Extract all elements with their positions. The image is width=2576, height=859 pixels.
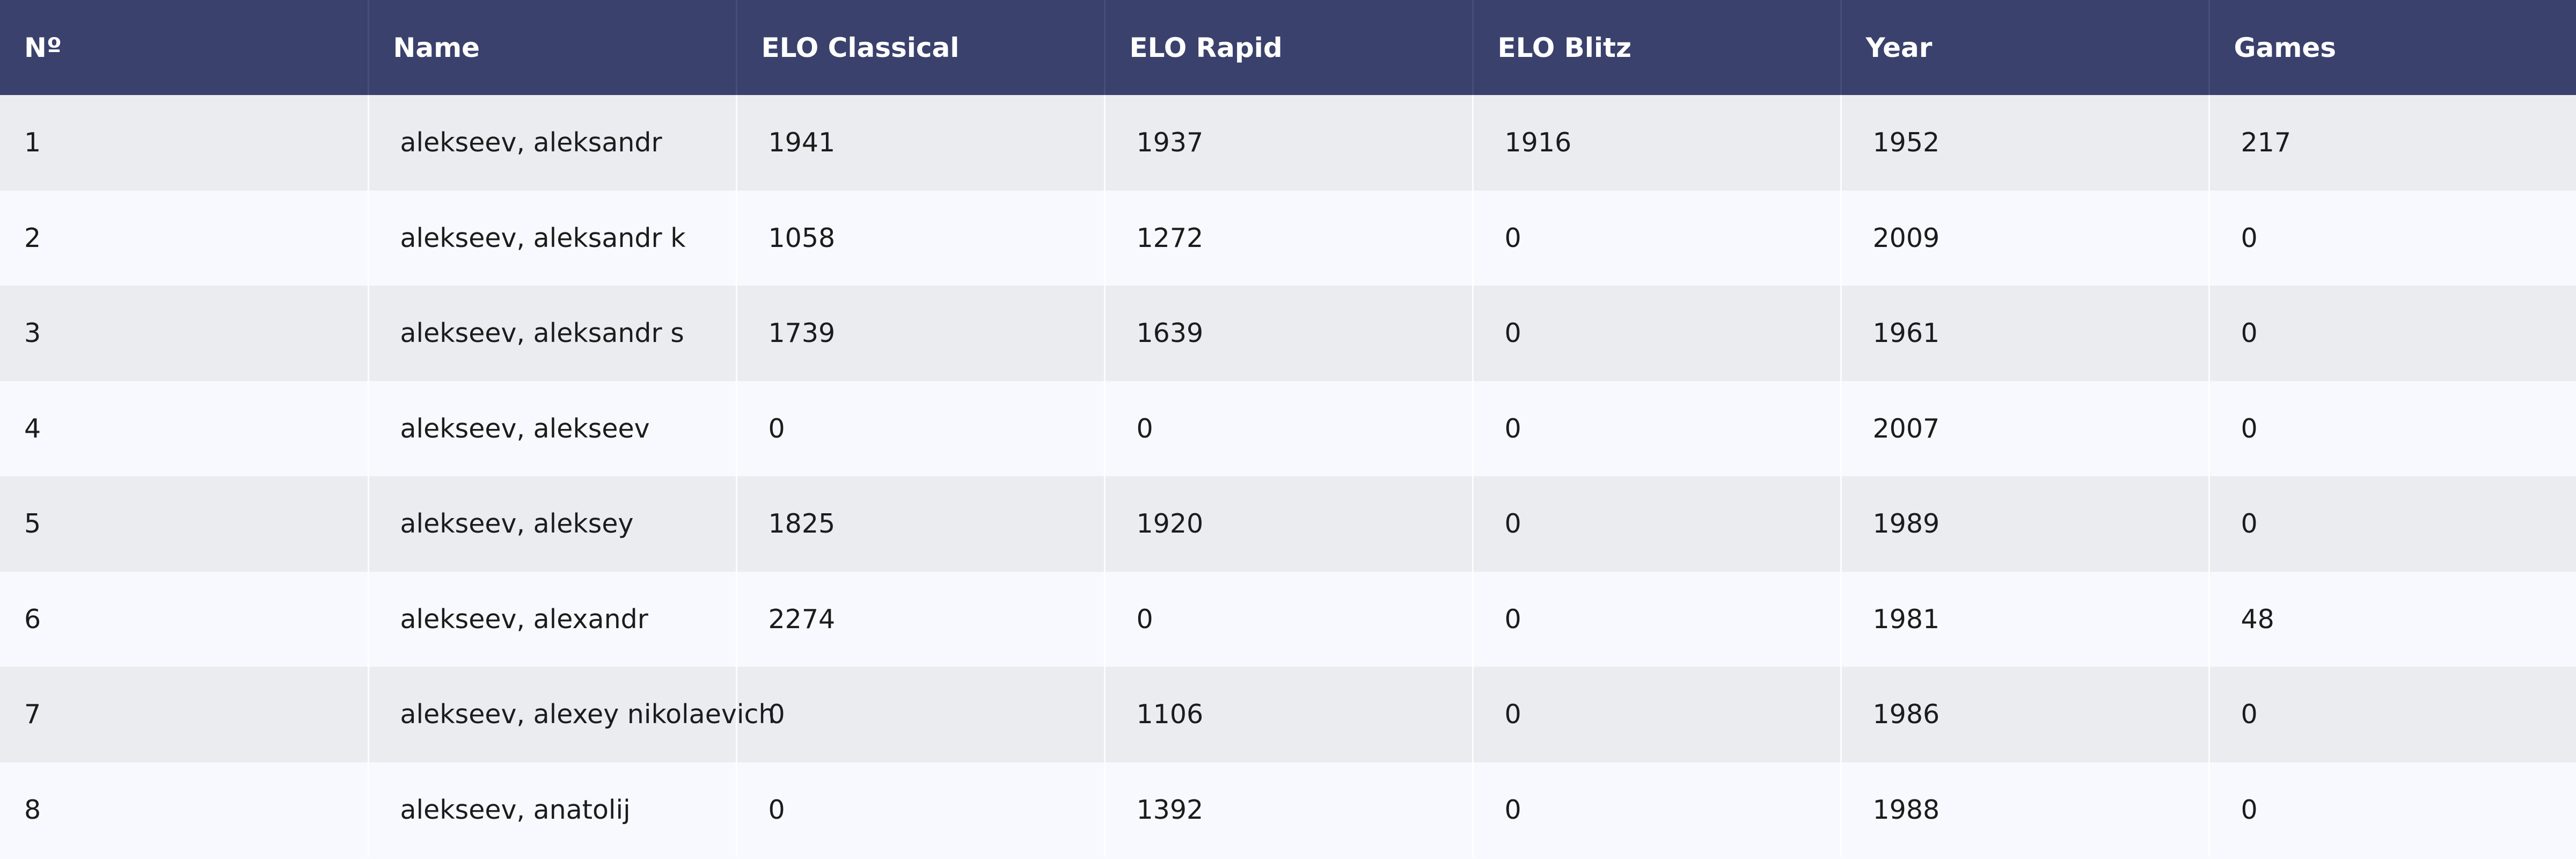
cell-elo-classical: 1825: [735, 476, 1104, 572]
cell-elo-rapid: 1392: [1103, 762, 1473, 857]
cell-elo-rapid: 0: [1103, 381, 1473, 476]
cell-elo-blitz: 0: [1472, 286, 1841, 381]
cell-elo-classical: 2274: [735, 571, 1104, 667]
cell-elo-blitz: 0: [1472, 190, 1841, 286]
table-row[interactable]: 3 alekseev, aleksandr s 1739 1639 0 1961…: [0, 286, 2576, 381]
cell-name: alekseev, anatolij: [367, 762, 736, 857]
cell-elo-blitz: 0: [1472, 667, 1841, 762]
cell-games: 0: [2208, 476, 2576, 572]
column-header-name[interactable]: Name: [367, 0, 736, 95]
cell-name: alekseev, aleksandr: [367, 95, 736, 191]
cell-year: 1952: [1840, 95, 2209, 191]
cell-elo-classical: 1739: [735, 286, 1104, 381]
cell-games: 0: [2208, 381, 2576, 476]
cell-number: 8: [24, 794, 41, 825]
cell-year: 1989: [1840, 476, 2209, 572]
cell-name: alekseev, aleksandr s: [367, 286, 736, 381]
table-body: 1 alekseev, aleksandr 1941 1937 1916 195…: [0, 95, 2576, 857]
cell-games: 0: [2208, 286, 2576, 381]
column-header-games[interactable]: Games: [2208, 0, 2576, 95]
table-row[interactable]: 1 alekseev, aleksandr 1941 1937 1916 195…: [0, 95, 2576, 191]
column-header-year[interactable]: Year: [1840, 0, 2209, 95]
cell-elo-classical: 0: [735, 667, 1104, 762]
cell-year: 1986: [1840, 667, 2209, 762]
cell-elo-blitz: 0: [1472, 381, 1841, 476]
cell-number: 1: [24, 127, 41, 158]
column-header-elo-blitz[interactable]: ELO Blitz: [1472, 0, 1841, 95]
cell-number: 6: [24, 603, 41, 635]
cell-elo-blitz: 0: [1472, 762, 1841, 857]
cell-elo-classical: 1941: [735, 95, 1104, 191]
cell-elo-rapid: 1937: [1103, 95, 1473, 191]
header-row: Nº Name ELO Classical ELO Rapid ELO Blit…: [0, 0, 2576, 95]
column-header-number[interactable]: Nº: [24, 32, 62, 63]
table-row[interactable]: 8 alekseev, anatolij 0 1392 0 1988 0: [0, 762, 2576, 857]
cell-year: 1988: [1840, 762, 2209, 857]
table-row[interactable]: 7 alekseev, alexey nikolaevich 0 1106 0 …: [0, 667, 2576, 762]
cell-number: 5: [24, 508, 41, 540]
cell-name: alekseev, alexandr: [367, 571, 736, 667]
column-header-elo-classical[interactable]: ELO Classical: [735, 0, 1104, 95]
cell-year: 2009: [1840, 190, 2209, 286]
cell-year: 1961: [1840, 286, 2209, 381]
cell-name: alekseev, aleksandr k: [367, 190, 736, 286]
cell-elo-rapid: 1920: [1103, 476, 1473, 572]
cell-games: 0: [2208, 762, 2576, 857]
cell-elo-rapid: 1106: [1103, 667, 1473, 762]
table-row[interactable]: 6 alekseev, alexandr 2274 0 0 1981 48: [0, 571, 2576, 667]
table-row[interactable]: 5 alekseev, aleksey 1825 1920 0 1989 0: [0, 476, 2576, 572]
cell-elo-blitz: 1916: [1472, 95, 1841, 191]
table-row[interactable]: 4 alekseev, alekseev 0 0 0 2007 0: [0, 381, 2576, 476]
cell-games: 0: [2208, 190, 2576, 286]
cell-elo-rapid: 1639: [1103, 286, 1473, 381]
cell-elo-rapid: 0: [1103, 571, 1473, 667]
table-row[interactable]: 2 alekseev, aleksandr k 1058 1272 0 2009…: [0, 190, 2576, 286]
cell-name: alekseev, alexey nikolaevich: [367, 667, 775, 762]
cell-number: 3: [24, 318, 41, 349]
cell-games: 48: [2208, 571, 2576, 667]
cell-elo-blitz: 0: [1472, 571, 1841, 667]
cell-elo-classical: 1058: [735, 190, 1104, 286]
cell-number: 4: [24, 413, 41, 444]
cell-elo-rapid: 1272: [1103, 190, 1473, 286]
cell-elo-classical: 0: [735, 762, 1104, 857]
cell-elo-classical: 0: [735, 381, 1104, 476]
cell-year: 2007: [1840, 381, 2209, 476]
cell-games: 217: [2208, 95, 2576, 191]
cell-name: alekseev, aleksey: [367, 476, 736, 572]
cell-elo-blitz: 0: [1472, 476, 1841, 572]
cell-year: 1981: [1840, 571, 2209, 667]
cell-number: 2: [24, 222, 41, 253]
cell-games: 0: [2208, 667, 2576, 762]
column-header-elo-rapid[interactable]: ELO Rapid: [1103, 0, 1473, 95]
cell-name: alekseev, alekseev: [367, 381, 736, 476]
cell-number: 7: [24, 699, 41, 730]
table-header: Nº Name ELO Classical ELO Rapid ELO Blit…: [0, 0, 2576, 95]
